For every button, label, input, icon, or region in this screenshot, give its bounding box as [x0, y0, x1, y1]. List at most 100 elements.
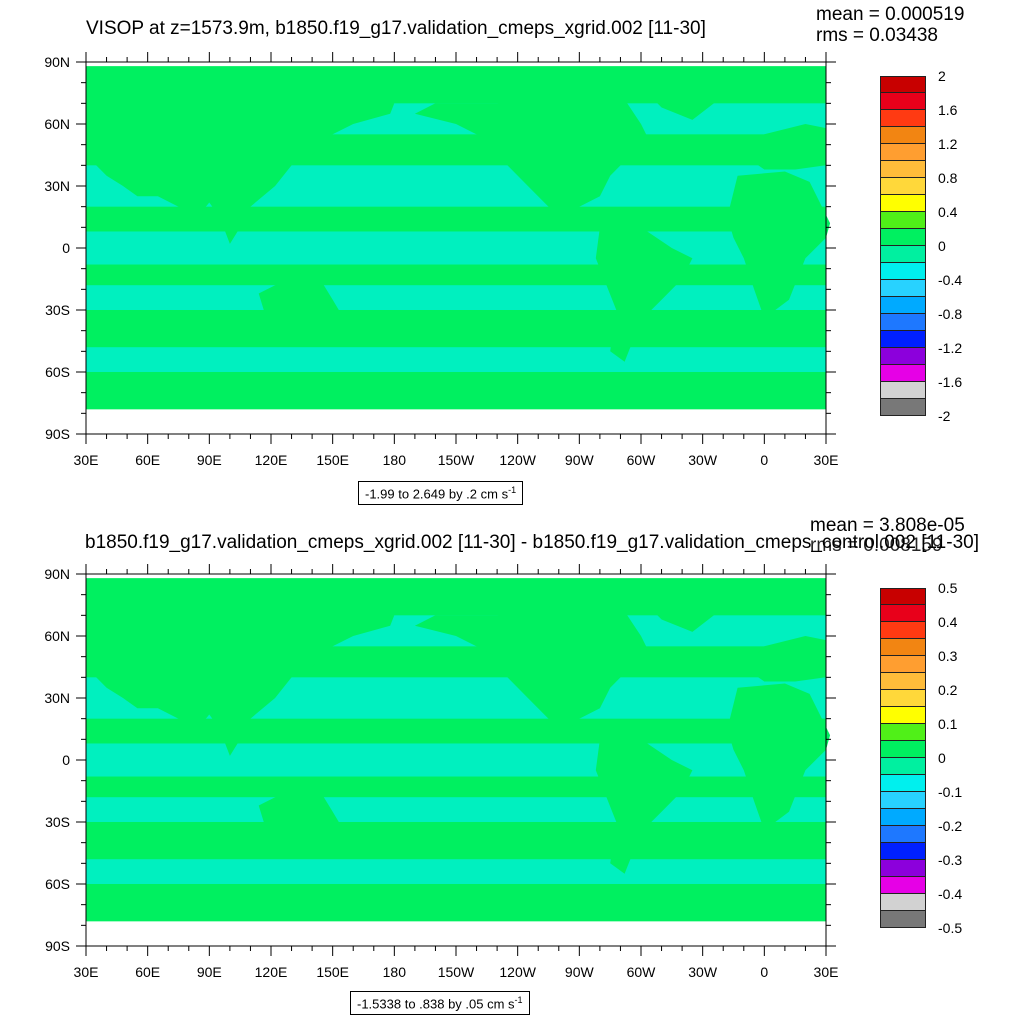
colorbar-label: 0.3: [938, 648, 958, 664]
colorbar-segment: [880, 826, 926, 843]
y-tick-label: 60N: [44, 116, 70, 132]
ocean-band: [86, 285, 826, 310]
mean-stat: mean = 0.000519: [816, 4, 965, 25]
colorbar-segment: [880, 775, 926, 792]
x-tick-label: 90E: [197, 452, 222, 468]
x-tick-label: 120W: [499, 452, 536, 468]
y-tick-label: 90S: [45, 938, 70, 954]
ocean-band: [86, 797, 826, 822]
colorbar-segment: [880, 809, 926, 826]
colorbar-segment: [880, 229, 926, 246]
colorbar-label: 0.8: [938, 170, 958, 186]
rms-stat: rms = 0.008159: [810, 535, 943, 556]
colorbar-segment: [880, 144, 926, 161]
colorbar-label: 0.2: [938, 682, 958, 698]
x-tick-label: 30E: [74, 452, 99, 468]
x-tick-label: 120E: [255, 964, 288, 980]
colorbar: [880, 588, 926, 928]
y-tick-label: 30N: [44, 690, 70, 706]
colorbar-segment: [880, 76, 926, 93]
colorbar-segment: [880, 877, 926, 894]
colorbar-segment: [880, 399, 926, 416]
y-tick-label: 60N: [44, 628, 70, 644]
x-tick-label: 60E: [135, 964, 160, 980]
colorbar: [880, 76, 926, 416]
x-tick-label: 30W: [688, 452, 718, 468]
colorbar-label: 1.6: [938, 102, 958, 118]
y-tick-label: 60S: [45, 364, 70, 380]
land-mass: [727, 683, 831, 831]
ocean-band: [86, 347, 826, 372]
colorbar-label: 0: [938, 750, 946, 766]
x-tick-label: 30E: [814, 452, 839, 468]
colorbar-label: -1.2: [938, 340, 963, 356]
colorbar-segment: [880, 365, 926, 382]
x-tick-label: 90E: [197, 964, 222, 980]
colorbar-label: 0: [938, 238, 946, 254]
x-tick-label: 60W: [627, 964, 657, 980]
colorbar-segment: [880, 93, 926, 110]
colorbar-segment: [880, 707, 926, 724]
x-tick-label: 120E: [255, 452, 288, 468]
colorbar-segment: [880, 195, 926, 212]
land-mass: [743, 636, 826, 682]
land-mass: [414, 605, 652, 729]
land-mass: [641, 584, 724, 632]
colorbar-segment: [880, 127, 926, 144]
x-tick-label: 30E: [814, 964, 839, 980]
colorbar-segment: [880, 673, 926, 690]
x-tick-label: 150W: [438, 452, 475, 468]
x-tick-label: 0: [760, 452, 768, 468]
plot-title: VISOP at z=1573.9m, b1850.f19_g17.valida…: [86, 18, 706, 39]
colorbar-segment: [880, 911, 926, 928]
x-tick-label: 180: [383, 452, 407, 468]
contour-info-box: -1.5338 to .838 by .05 cm s-1: [350, 991, 530, 1016]
land-mass: [743, 124, 826, 170]
colorbar-segment: [880, 212, 926, 229]
contour-info-text: -1.5338 to .838 by .05 cm s: [357, 996, 515, 1012]
mean-stat: mean = 3.808e-05: [810, 515, 965, 536]
y-tick-label: 90N: [44, 566, 70, 582]
colorbar-segment: [880, 178, 926, 195]
colorbar-label: -0.8: [938, 306, 963, 322]
colorbar-label: -1.6: [938, 374, 963, 390]
colorbar-segment: [880, 894, 926, 911]
contour-info-unit-exponent: -1: [508, 485, 517, 495]
land-mass: [727, 171, 831, 319]
x-tick-label: 120W: [499, 964, 536, 980]
colorbar-segment: [880, 246, 926, 263]
contour-info-text: -1.99 to 2.649 by .2 cm s: [365, 486, 509, 502]
colorbar-segment: [880, 724, 926, 741]
plot-panel-top: VISOP at z=1573.9m, b1850.f19_g17.valida…: [44, 4, 965, 506]
x-tick-label: 30E: [74, 964, 99, 980]
colorbar-segment: [880, 792, 926, 809]
y-tick-label: 90N: [44, 54, 70, 70]
x-tick-label: 60E: [135, 452, 160, 468]
colorbar-segment: [880, 860, 926, 877]
colorbar-segment: [880, 280, 926, 297]
contour-info-unit-exponent: -1: [514, 995, 523, 1005]
land-mass: [595, 227, 693, 362]
x-tick-label: 180: [383, 964, 407, 980]
colorbar-label: 0.5: [938, 580, 958, 596]
colorbar-label: 0.1: [938, 716, 958, 732]
colorbar-segment: [880, 110, 926, 127]
land-mass: [258, 784, 339, 839]
land-mass: [86, 598, 395, 756]
y-tick-label: 0: [62, 752, 70, 768]
x-tick-label: 150E: [316, 964, 349, 980]
colorbar-label: 1.2: [938, 136, 958, 152]
x-tick-label: 90W: [565, 452, 595, 468]
colorbar-label: -0.4: [938, 272, 963, 288]
x-tick-label: 30W: [688, 964, 718, 980]
colorbar-segment: [880, 161, 926, 178]
land-mass: [258, 272, 339, 327]
colorbar-segment: [880, 331, 926, 348]
x-tick-label: 60W: [627, 452, 657, 468]
colorbar-segment: [880, 348, 926, 365]
colorbar-segment: [880, 741, 926, 758]
colorbar-label: -0.1: [938, 784, 963, 800]
land-mass: [86, 86, 395, 244]
colorbar-segment: [880, 690, 926, 707]
land-mass: [86, 904, 826, 922]
